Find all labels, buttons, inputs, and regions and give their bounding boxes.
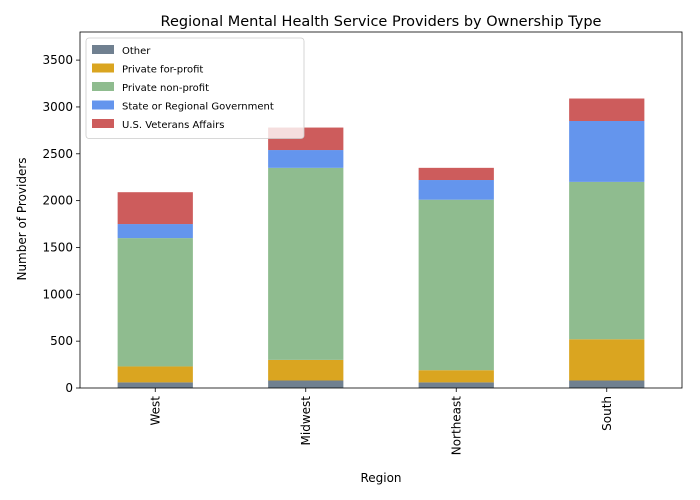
bar-south-private-non-profit [569,181,645,340]
bar-west-private-non-profit [117,238,193,367]
bar-northeast-other [418,382,494,388]
legend: Other Private for-profit Private non-profi… [85,37,305,139]
y-tick-label: 3000 [42,100,73,114]
bar-northeast-state-or-regional-government [418,180,494,200]
y-tick-label: 500 [50,334,73,348]
bar-west-state-or-regional-government [117,224,193,239]
x-tick-label: West [148,396,162,426]
x-axis-label: Region [360,471,401,485]
legend-box [85,37,305,139]
y-tick-label: 1500 [42,240,73,254]
bar-south-other [569,380,645,388]
bar-west-u-s-veterans-affairs [117,192,193,225]
plot-area: 0 500 1000 1500 2000 2500 3000 3500 West Midwest N… [42,31,683,456]
legend-label: Other [122,46,151,57]
bar-midwest-state-or-regional-government [268,150,344,168]
x-tick-label: Northeast [449,396,463,456]
bar-west-private-for-profit [117,366,193,383]
plot-frame [79,31,683,389]
y-tick-label: 3500 [42,53,73,67]
bar-midwest-other [268,380,344,388]
chart-title: Regional Mental Health Service Providers… [161,14,602,30]
bar-northeast-u-s-veterans-affairs [418,167,494,181]
y-axis-label: Number of Providers [15,157,29,280]
legend-swatch [92,82,114,91]
y-tick-label: 2000 [42,194,73,208]
bar-south-state-or-regional-government [569,121,645,182]
bar-south-private-for-profit [569,339,645,381]
bar-northeast-private-non-profit [418,199,494,371]
bar-west-other [117,382,193,388]
legend-swatch [92,119,114,128]
bar-south-u-s-veterans-affairs [569,98,645,121]
x-tick-label: South [600,396,614,431]
bar-midwest-private-for-profit [268,359,344,381]
legend-swatch [92,63,114,73]
x-tick-label: Midwest [299,396,313,446]
y-tick-label: 2500 [42,147,73,161]
legend-swatch [92,45,114,54]
bar-northeast-private-for-profit [418,370,494,383]
legend-label: U.S. Veterans Affairs [122,120,224,131]
legend-swatch [92,100,114,110]
legend-label: Private non-profit [122,83,209,94]
legend-label: Private for-profit [122,65,203,76]
legend-label: State or Regional Government [122,102,274,113]
bar-midwest-private-non-profit [268,167,344,360]
y-tick-label: 0 [65,381,73,395]
y-tick-label: 1000 [42,287,73,301]
